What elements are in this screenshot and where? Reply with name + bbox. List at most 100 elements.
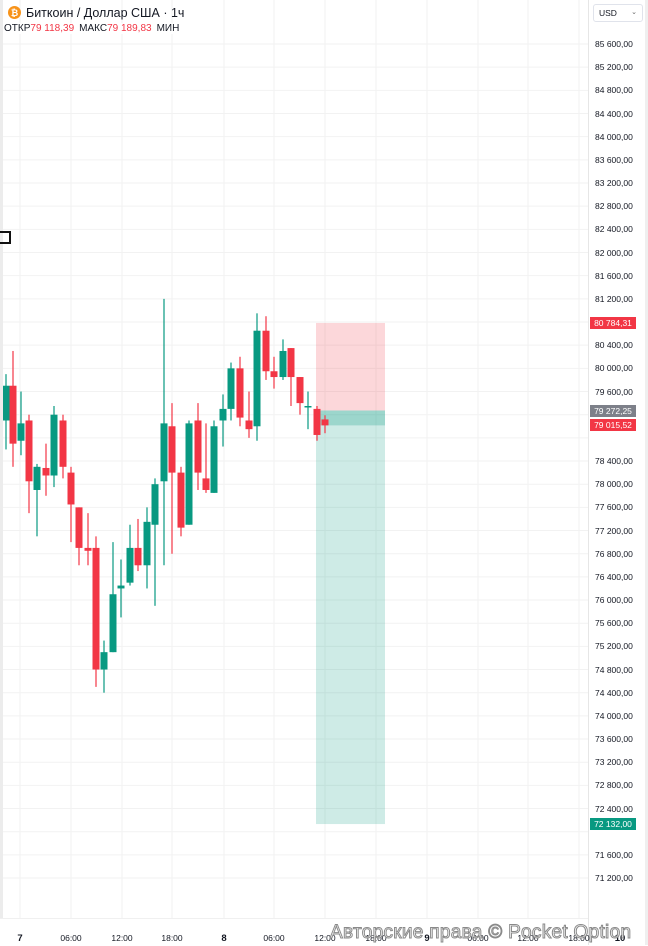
candle <box>42 443 50 496</box>
candle <box>59 414 67 479</box>
chart-header: ₿ Биткоин / Доллар США · 1ч ОТКР 79 118,… <box>4 4 189 34</box>
open-label: ОТКР <box>4 23 31 34</box>
price-tick-label: 71 600,00 <box>595 849 633 860</box>
take-profit-price-tag: 72 132,00 <box>590 818 636 831</box>
candle <box>168 403 176 554</box>
candle <box>304 391 312 430</box>
candle <box>109 542 117 653</box>
price-tick-label: 77 200,00 <box>595 525 633 536</box>
candle <box>287 348 295 406</box>
price-tick-label: 85 200,00 <box>595 62 633 73</box>
currency-value: USD <box>599 8 617 18</box>
time-tick-label: 9 <box>424 933 430 944</box>
price-tick-label: 78 000,00 <box>595 479 633 490</box>
candle <box>219 394 227 447</box>
grid-lines <box>0 0 588 918</box>
candle <box>262 316 270 380</box>
candle <box>151 478 159 606</box>
candle <box>2 374 10 450</box>
candle <box>67 466 75 543</box>
price-tick-label: 80 400,00 <box>595 340 633 351</box>
candle <box>17 391 25 456</box>
candle <box>236 356 244 427</box>
price-tick-label: 81 200,00 <box>595 293 633 304</box>
high-label: МАКС <box>79 23 108 34</box>
candles <box>2 298 329 693</box>
price-tick-label: 79 600,00 <box>595 386 633 397</box>
price-tick-label: 84 400,00 <box>595 108 633 119</box>
stop-loss-zone[interactable] <box>316 322 385 411</box>
price-tick-label: 75 200,00 <box>595 641 633 652</box>
price-axis[interactable] <box>588 0 648 945</box>
price-tick-label: 80 000,00 <box>595 363 633 374</box>
candle <box>270 356 278 389</box>
candle <box>25 414 33 514</box>
price-tick-label: 82 400,00 <box>595 224 633 235</box>
price-tick-label: 74 400,00 <box>595 687 633 698</box>
candle <box>117 559 125 618</box>
candle <box>202 423 210 493</box>
open-value: 79 118,39 <box>30 23 75 34</box>
candle <box>210 420 218 493</box>
candle <box>185 420 193 525</box>
price-tick-label: 82 800,00 <box>595 201 633 212</box>
time-axis[interactable]: 7 06:00 12:00 18:00 8 06:00 12:00 18:00 9 06:00 12… <box>0 918 625 946</box>
time-tick-label: 06:00 <box>263 933 285 943</box>
candle <box>245 391 253 438</box>
time-tick-label: 7 <box>17 933 23 944</box>
time-tick-label: 18:00 <box>161 933 183 943</box>
price-tick-label: 83 200,00 <box>595 178 633 188</box>
time-tick-label: 12:00 <box>517 933 539 943</box>
position-zones <box>316 322 385 825</box>
current-pnl-zone <box>316 410 385 426</box>
candlestick-chart[interactable] <box>0 0 588 918</box>
candle <box>126 524 134 586</box>
time-tick-label: 06:00 <box>467 933 489 943</box>
time-tick-label: 06:00 <box>60 933 82 943</box>
currency-select[interactable]: USD ⌄ <box>593 4 643 22</box>
candle <box>100 640 108 693</box>
time-tick-label: 10 <box>614 933 626 944</box>
last-price-price-tag: 79 015,52 <box>590 419 636 432</box>
watermark: Авторские права © Pocket Option <box>329 922 632 944</box>
price-tick-label: 73 200,00 <box>595 757 633 768</box>
candle <box>253 313 261 441</box>
candle <box>33 463 41 537</box>
take-profit-zone[interactable] <box>316 410 385 825</box>
price-tick-label: 76 000,00 <box>595 595 633 606</box>
time-tick-label: 18:00 <box>365 933 387 943</box>
price-tick-label: 85 600,00 <box>595 39 633 49</box>
time-tick-label: 18:00 <box>568 933 590 943</box>
entry-price-tag: 79 272,25 <box>590 404 636 417</box>
price-tick-label: 82 000,00 <box>595 247 633 258</box>
price-tick-label: 84 000,00 <box>595 131 633 142</box>
left-edge-bar <box>0 0 3 918</box>
candle <box>177 466 185 537</box>
chart-area[interactable]: ₿ Биткоин / Доллар США · 1ч ОТКР 79 118,… <box>0 0 588 918</box>
candle <box>279 339 287 380</box>
price-tick-label: 77 600,00 <box>595 502 633 513</box>
ohlc-legend: ОТКР 79 118,39 МАКС 79 189,83 МИН <box>4 23 189 34</box>
price-tick-label: 75 600,00 <box>595 618 633 629</box>
price-tick-label: 74 000,00 <box>595 710 633 721</box>
price-tick-label: 73 600,00 <box>595 734 633 745</box>
candle <box>227 362 235 421</box>
drawing-marker-icon[interactable] <box>0 231 11 244</box>
candle <box>75 507 83 566</box>
price-tick-label: 76 800,00 <box>595 548 633 559</box>
candle <box>160 298 168 566</box>
price-tick-label: 71 200,00 <box>595 873 633 884</box>
price-tick-label: 76 400,00 <box>595 571 633 582</box>
high-value: 79 189,83 <box>107 23 152 34</box>
bitcoin-icon: ₿ <box>8 6 21 19</box>
time-tick-label: 8 <box>221 933 227 944</box>
symbol-title[interactable]: Биткоин / Доллар США · 1ч <box>26 5 185 20</box>
low-label: МИН <box>156 23 180 34</box>
candle <box>296 377 304 415</box>
candle <box>194 403 202 490</box>
price-tick-label: 78 400,00 <box>595 456 633 467</box>
price-tick-label: 74 800,00 <box>595 664 633 675</box>
price-axis-edge <box>645 0 648 945</box>
candle <box>134 518 142 572</box>
price-tick-label: 83 600,00 <box>595 154 633 165</box>
